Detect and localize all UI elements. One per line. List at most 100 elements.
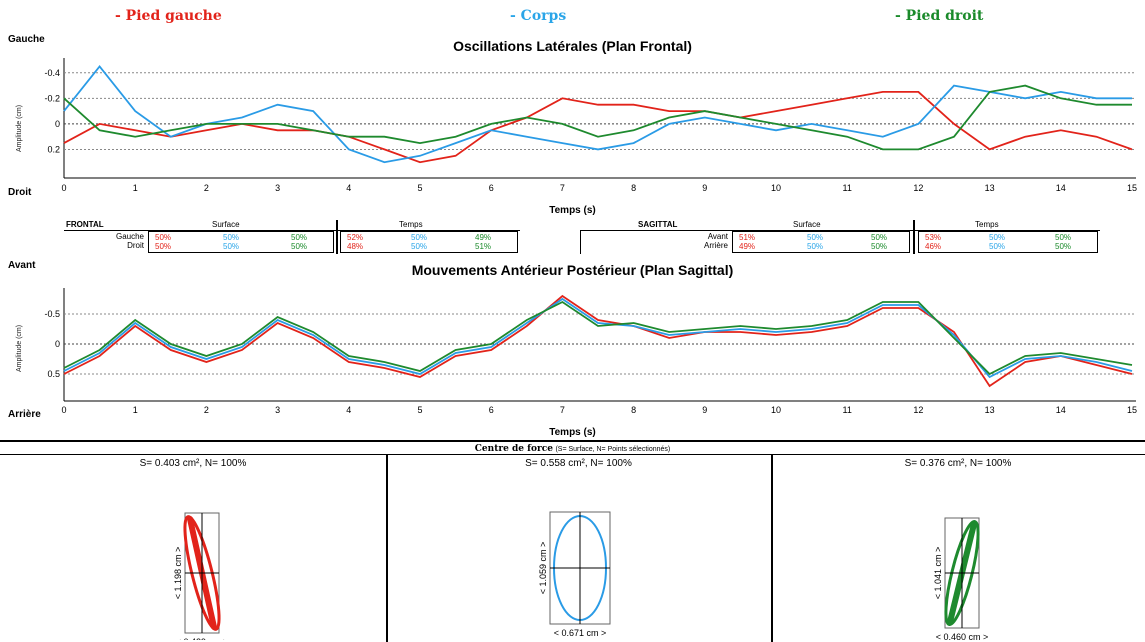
panel-gauche-surface: S= 0.403 cm², N= 100% — [139, 458, 247, 469]
x-tick-label-0: 1 — [133, 183, 138, 193]
panel-corps-surface: S= 0.558 cm², N= 100% — [525, 458, 632, 469]
y-tick-label-0: 0.2 — [47, 144, 60, 154]
x-tick-label-1: 12 — [913, 405, 923, 415]
sagittal-temps-gauche: 53% 46% — [925, 233, 942, 251]
x-tick-label-1: 8 — [631, 405, 636, 415]
y-tick-label-1: -0.5 — [44, 309, 60, 319]
y-tick-label-1: 0 — [55, 339, 60, 349]
series-line-gauche-1 — [63, 294, 1133, 388]
sagittal-summary-table: SAGITTAL Surface Temps Avant Arrière 51%… — [580, 220, 1100, 254]
legend-pied-gauche: - Pied gauche — [115, 8, 222, 24]
series-line-corps-1 — [63, 297, 1133, 379]
series-line-droit-0 — [63, 84, 1132, 151]
cof-height-label-gauche: < 1.198 cm > — [173, 547, 183, 600]
x-tick-label-0: 15 — [1127, 183, 1137, 193]
x-tick-label-0: 10 — [771, 183, 781, 193]
x-tick-label-1: 15 — [1127, 405, 1137, 415]
sagittal-summary-rule — [580, 230, 1100, 231]
top-label-avant: Avant — [8, 260, 36, 271]
x-axis-title-sagittal: Temps (s) — [549, 427, 596, 438]
x-tick-label-0: 5 — [417, 183, 422, 193]
bottom-label-droit: Droit — [8, 187, 32, 198]
y-tick-label-0: 0 — [55, 119, 60, 129]
sagittal-summary-left-edge — [580, 230, 581, 254]
x-axis-title-frontal: Temps (s) — [549, 205, 596, 216]
frontal-summary-divider — [336, 220, 338, 254]
panel-droit-surface: S= 0.376 cm², N= 100% — [904, 458, 1012, 469]
frontal-summary-title: FRONTAL — [66, 220, 104, 229]
x-tick-label-1: 10 — [771, 405, 781, 415]
x-tick-label-1: 7 — [560, 405, 565, 415]
legend-corps: - Corps — [510, 8, 567, 24]
y-tick-label-0: -0.2 — [44, 93, 60, 103]
top-label-gauche: Gauche — [8, 34, 45, 45]
chart-title-sagittal: Mouvements Antérieur Postérieur (Plan Sa… — [411, 262, 734, 278]
x-tick-label-0: 3 — [275, 183, 280, 193]
panel-divider-2 — [771, 454, 773, 642]
series-line-corps-0 — [63, 64, 1132, 164]
sagittal-temps-label: Temps — [975, 220, 999, 229]
chart-title-frontal: Oscillations Latérales (Plan Frontal) — [453, 38, 692, 54]
sagittal-summary-title: SAGITTAL — [638, 220, 678, 229]
centre-de-force-header: Centre de force (S= Surface, N= Points s… — [0, 443, 1145, 454]
x-tick-label-0: 4 — [346, 183, 351, 193]
centre-de-force-rule — [0, 454, 1145, 455]
sagittal-surface-droit: 50% 50% — [871, 233, 888, 251]
cof-width-label-gauche: < 0.429 cm > — [176, 637, 229, 640]
frontal-temps-label: Temps — [399, 220, 423, 229]
frontal-surface-box: 50% 50% 50% 50% 50% 50% — [148, 231, 334, 253]
frontal-summary-table: FRONTAL Surface Temps Gauche Droit 50% 50… — [64, 220, 520, 254]
centre-de-force-section: Centre de force (S= Surface, N= Points s… — [0, 440, 1145, 642]
centre-de-force-note: (S= Surface, N= Points sélectionnés) — [555, 446, 671, 453]
x-tick-label-1: 1 — [133, 405, 138, 415]
frontal-surface-gauche: 50% 50% — [155, 233, 172, 251]
series-line-droit-1 — [63, 300, 1133, 376]
sagittal-row-labels: Avant Arrière — [703, 232, 728, 250]
frontal-summary-rule — [64, 230, 520, 231]
x-tick-label-0: 9 — [702, 183, 707, 193]
frontal-temps-box: 52% 48% 50% 50% 49% 51% — [340, 231, 518, 253]
x-tick-label-0: 7 — [560, 183, 565, 193]
panel-divider-1 — [386, 454, 388, 642]
x-tick-label-1: 3 — [275, 405, 280, 415]
bottom-label-arriere: Arrière — [8, 409, 41, 420]
sagittal-temps-droit: 50% 50% — [1055, 233, 1072, 251]
x-tick-label-0: 6 — [489, 183, 494, 193]
frontal-row-labels: Gauche Droit — [115, 232, 144, 250]
x-tick-label-1: 9 — [702, 405, 707, 415]
frontal-surface-droit: 50% 50% — [291, 233, 308, 251]
x-tick-label-0: 11 — [843, 183, 852, 193]
centre-de-force-title: Centre de force — [474, 444, 553, 454]
x-tick-label-0: 14 — [1056, 183, 1066, 193]
sagittal-surface-label: Surface — [793, 220, 821, 229]
frontal-temps-gauche: 52% 48% — [347, 233, 364, 251]
y-tick-label-0: -0.4 — [44, 68, 60, 78]
x-tick-label-0: 0 — [61, 183, 66, 193]
cof-height-label-corps: < 1.059 cm > — [538, 542, 548, 595]
x-tick-label-1: 14 — [1056, 405, 1066, 415]
x-tick-label-0: 8 — [631, 183, 636, 193]
frontal-temps-corps: 50% 50% — [411, 233, 428, 251]
x-tick-label-1: 11 — [843, 405, 852, 415]
x-tick-label-0: 2 — [204, 183, 209, 193]
x-tick-label-1: 13 — [985, 405, 995, 415]
x-tick-label-1: 6 — [489, 405, 494, 415]
x-tick-label-0: 12 — [913, 183, 923, 193]
frontal-surface-corps: 50% 50% — [223, 233, 240, 251]
sagittal-surface-gauche: 51% 49% — [739, 233, 756, 251]
frontal-temps-droit: 49% 51% — [475, 233, 492, 251]
y-tick-label-1: 0.5 — [47, 369, 60, 379]
cof-ellipse-gauche — [183, 515, 221, 631]
x-tick-label-0: 13 — [985, 183, 995, 193]
x-tick-label-1: 4 — [346, 405, 351, 415]
sagittal-temps-corps: 50% 50% — [989, 233, 1006, 251]
x-tick-label-1: 5 — [417, 405, 422, 415]
cof-width-label-corps: < 0.671 cm > — [554, 628, 607, 638]
sagittal-summary-divider — [913, 220, 915, 254]
legend-pied-droit: - Pied droit — [895, 8, 984, 24]
sagittal-surface-box: 51% 49% 50% 50% 50% 50% — [732, 231, 910, 253]
sagittal-surface-corps: 50% 50% — [807, 233, 824, 251]
cof-width-label-droit: < 0.460 cm > — [936, 632, 989, 640]
